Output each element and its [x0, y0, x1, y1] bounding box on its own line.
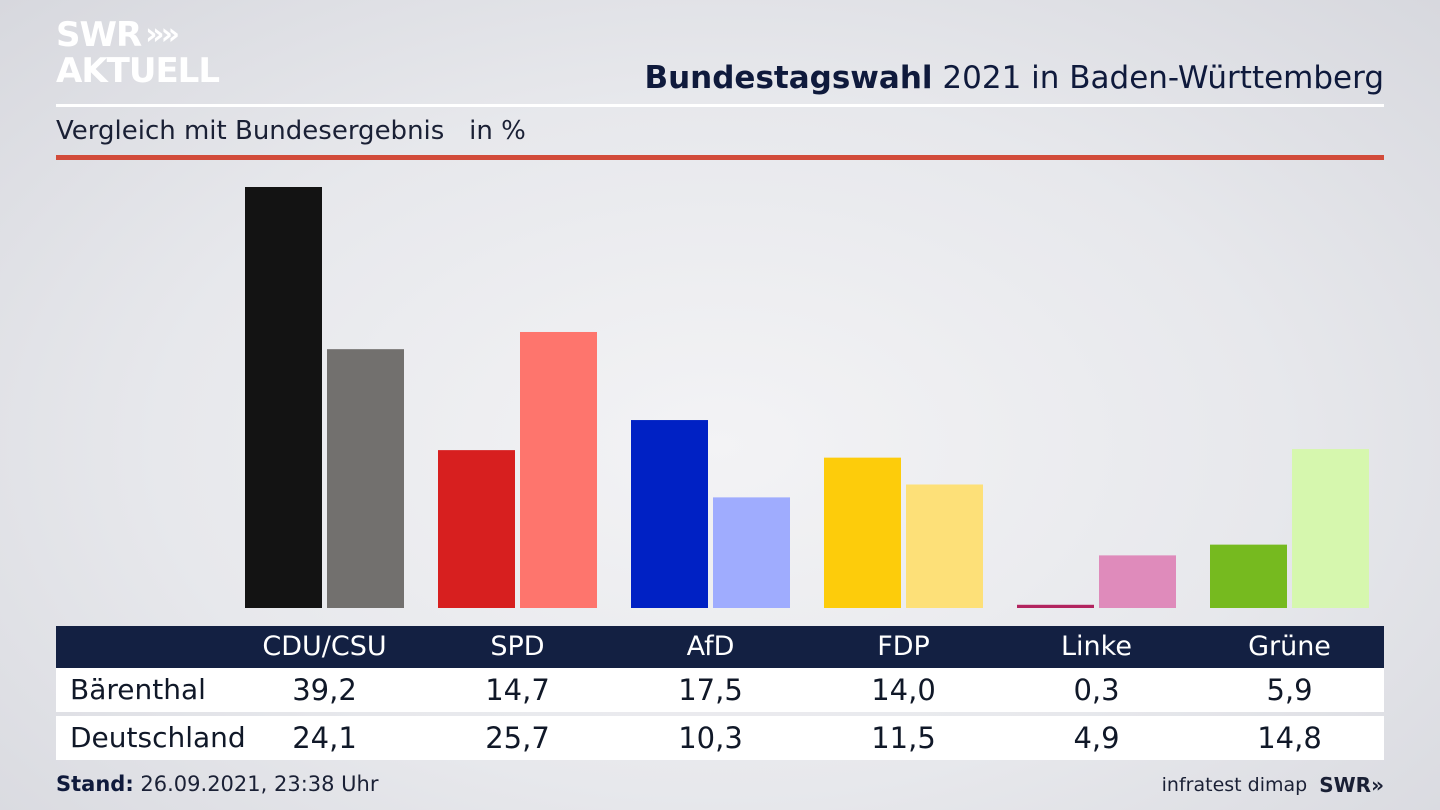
category-label: FDP [877, 631, 930, 662]
stand-label: Stand: [56, 772, 134, 796]
bar-spd-deutschland [520, 331, 597, 608]
bar-fdp-bärenthal [824, 457, 901, 608]
timestamp: Stand: 26.09.2021, 23:38 Uhr [56, 772, 379, 796]
value-cell: 14,8 [1257, 721, 1322, 755]
table-header-row: CDU/CSU SPD AfD FDP Linke Grüne [56, 626, 1384, 668]
value-cell: 25,7 [485, 721, 550, 755]
title-divider [56, 104, 1384, 107]
bar-linke-bärenthal [1017, 604, 1094, 608]
value-cell: 39,2 [292, 673, 357, 707]
value-cell: 17,5 [678, 673, 743, 707]
bar-afd-deutschland [713, 497, 790, 608]
subtitle-divider [56, 155, 1384, 160]
bar-grüne-bärenthal [1210, 544, 1287, 608]
logo-swr-text: SWR [56, 15, 142, 55]
bar-afd-bärenthal [631, 420, 708, 608]
table-row: Deutschland 24,1 25,7 10,3 11,5 4,9 14,8 [56, 716, 1384, 760]
bar-linke-deutschland [1099, 555, 1176, 608]
category-label: CDU/CSU [262, 631, 387, 662]
bar-grüne-deutschland [1292, 449, 1369, 608]
source-credit: infratest dimap SWR» [1162, 773, 1384, 797]
chart-title: Bundestagswahl 2021 in Baden-Württemberg [644, 60, 1384, 96]
results-table: CDU/CSU SPD AfD FDP Linke Grüne Bärenthal 39,… [56, 626, 1384, 760]
value-cell: 24,1 [292, 721, 357, 755]
title-rest: 2021 in Baden-Württemberg [932, 60, 1384, 96]
category-label: SPD [490, 631, 545, 662]
value-cell: 11,5 [871, 721, 936, 755]
source-text: infratest dimap [1161, 774, 1308, 796]
row-label: Deutschland [70, 721, 246, 754]
category-label: Grüne [1248, 631, 1331, 662]
value-cell: 4,9 [1073, 721, 1120, 755]
value-cell: 5,9 [1266, 673, 1313, 707]
bar-cdu-csu-bärenthal [245, 187, 322, 608]
bar-spd-bärenthal [438, 450, 515, 608]
value-cell: 10,3 [678, 721, 743, 755]
bar-cdu-csu-deutschland [327, 349, 404, 608]
value-cell: 14,7 [485, 673, 550, 707]
swr-aktuell-logo: SWR »» AKTUELL [56, 15, 220, 91]
chart-subtitle: Vergleich mit Bundesergebnis in % [56, 116, 526, 146]
row-label: Bärenthal [70, 673, 206, 706]
title-bold: Bundestagswahl [644, 60, 933, 96]
category-label: Linke [1061, 631, 1132, 662]
bar-fdp-deutschland [906, 484, 983, 608]
value-cell: 0,3 [1073, 673, 1120, 707]
bar-chart [245, 187, 1369, 608]
swr-footer-logo: SWR» [1319, 773, 1384, 797]
stand-value: 26.09.2021, 23:38 Uhr [133, 772, 379, 796]
table-row: Bärenthal 39,2 14,7 17,5 14,0 0,3 5,9 [56, 668, 1384, 712]
category-label: AfD [686, 631, 735, 662]
value-cell: 14,0 [871, 673, 936, 707]
logo-aktuell-text: AKTUELL [56, 51, 220, 91]
